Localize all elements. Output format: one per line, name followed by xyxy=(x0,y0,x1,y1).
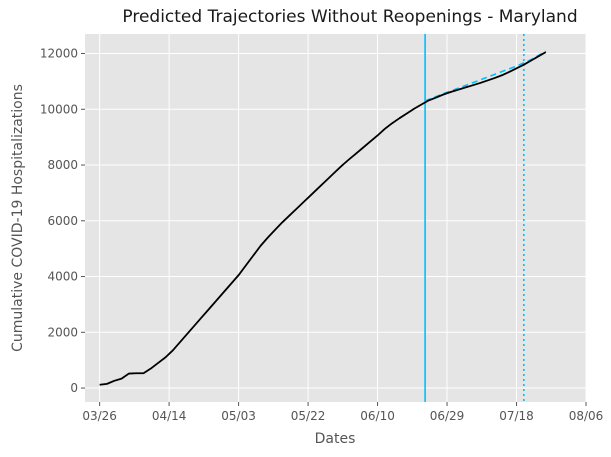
x-tick-label: 07/18 xyxy=(499,409,534,423)
x-tick-label: 08/06 xyxy=(569,409,604,423)
series-line-1 xyxy=(99,51,547,386)
y-tick-label: 6000 xyxy=(47,214,78,228)
x-tick-label: 06/29 xyxy=(430,409,465,423)
y-tick-label: 12000 xyxy=(40,47,78,61)
y-axis-label: Cumulative COVID-19 Hospitalizations xyxy=(10,84,26,352)
y-tick-label: 10000 xyxy=(40,102,78,116)
y-tick-label: 2000 xyxy=(47,325,78,339)
y-tick-label: 4000 xyxy=(47,270,78,284)
plot-area xyxy=(85,34,586,402)
x-axis-label: Dates xyxy=(315,431,356,447)
chart-title: Predicted Trajectories Without Reopening… xyxy=(122,7,577,27)
x-tick-label: 04/14 xyxy=(152,409,187,423)
y-tick-label: 8000 xyxy=(47,158,78,172)
x-tick-label: 06/10 xyxy=(360,409,395,423)
x-tick-label: 05/03 xyxy=(221,409,256,423)
grid-lines xyxy=(85,34,587,402)
series-lines xyxy=(99,34,547,402)
x-tick-label: 03/26 xyxy=(82,409,117,423)
y-tick-label: 0 xyxy=(70,381,78,395)
x-tick-label: 05/22 xyxy=(291,409,326,423)
axis-ticks: 03/26 04/14 05/03 05/22 06/10 06/29 07/18 08/06… xyxy=(40,47,603,423)
